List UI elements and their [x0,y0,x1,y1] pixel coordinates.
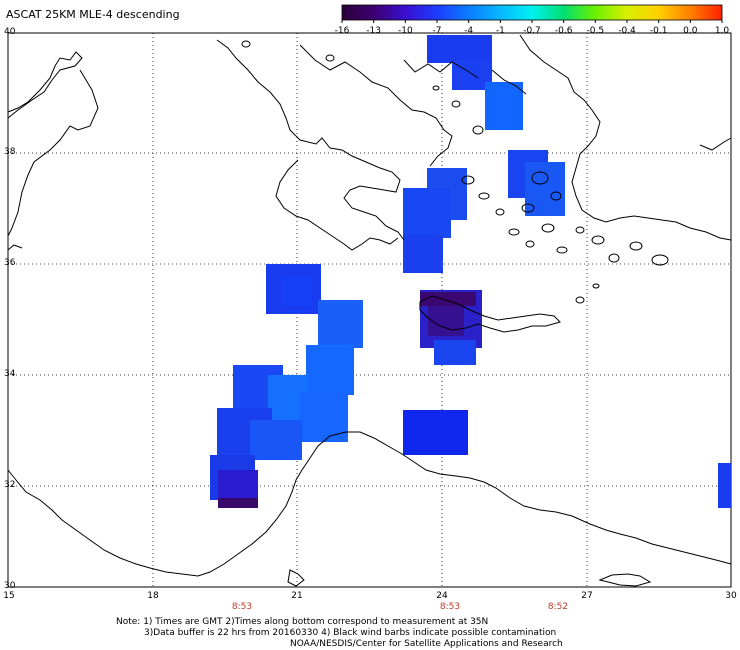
lon-label-27: 27 [581,591,593,601]
data-cell [718,463,731,508]
data-cell [403,188,451,238]
lat-label-34: 34 [4,369,16,379]
data-cell [218,498,258,508]
data-cell [525,162,565,216]
lon-label-18: 18 [147,591,159,601]
lat-label-32: 32 [4,480,16,490]
data-cell [403,410,468,455]
data-cell [485,82,523,130]
colorbar [341,4,723,23]
footnote-line-2: 3)Data buffer is 22 hrs from 20160330 4)… [144,628,557,638]
colorbar-tick-label: -0.4 [618,26,636,36]
lat-label-38: 38 [4,147,16,157]
colorbar-gradient [341,4,723,21]
lon-label-30: 30 [725,591,737,601]
data-cell [282,276,312,306]
data-cell [218,470,258,500]
colorbar-tick-label: -0.5 [586,26,605,36]
data-cell [318,300,363,348]
data-cell [250,420,302,460]
time-label: 8:53 [231,602,253,612]
time-label: 8:53 [439,602,461,612]
lat-label-36: 36 [4,258,16,268]
colorbar-tick-label: -10 [397,26,413,36]
data-cell [434,340,476,365]
colorbar-tick-label: -1 [495,26,505,36]
colorbar-tick-label: 0.0 [683,26,698,36]
grid-lines [8,33,731,587]
map-title: ASCAT 25KM MLE-4 descending [6,8,180,21]
colorbar-tick-label: -4 [464,26,474,36]
coastlines [7,34,732,587]
data-cell [403,235,443,273]
colorbar-tick-label: -16 [334,26,350,36]
colorbar-tick-label: 1.0 [714,26,730,36]
time-label: 8:52 [547,602,569,612]
colorbar-tick-label: -0.6 [554,26,573,36]
data-cell [427,35,492,63]
colorbar-tick-label: -0.1 [649,26,668,36]
lat-label-40: 40 [4,27,16,37]
swath-cells [210,35,731,508]
data-cell [420,292,476,306]
lon-label-24: 24 [436,591,448,601]
lat-label-30: 30 [4,581,16,591]
data-cell [428,306,464,336]
lon-label-15: 15 [3,591,15,601]
colorbar-tick-label: -13 [366,26,382,36]
footnote-line-3: NOAA/NESDIS/Center for Satellite Applica… [290,639,563,649]
lon-label-21: 21 [291,591,303,601]
footnote-line-1: Note: 1) Times are GMT 2)Times along bot… [116,617,489,627]
data-cell [300,392,348,442]
plot-frame [7,32,732,588]
colorbar-tick-label: -0.7 [523,26,541,36]
data-cell [306,345,354,395]
colorbar-tick-label: -7 [432,26,442,36]
